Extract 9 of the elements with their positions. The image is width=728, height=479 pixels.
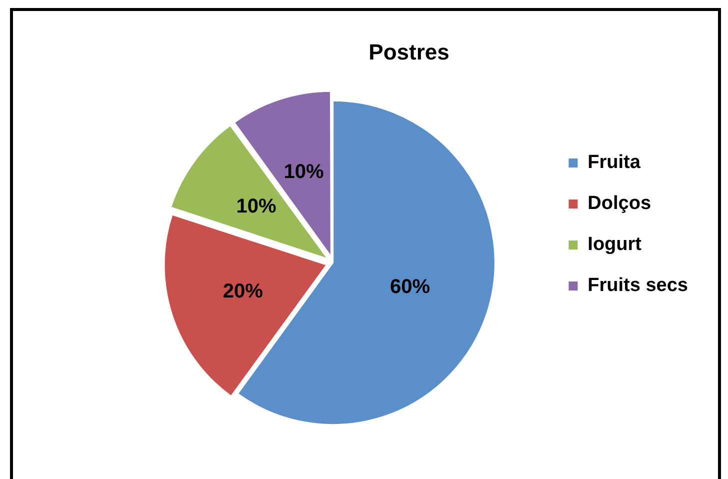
- data-label: 60%: [390, 276, 430, 298]
- data-label: 10%: [236, 195, 277, 218]
- legend-label: Dolços: [588, 193, 652, 214]
- data-label: 10%: [284, 160, 324, 183]
- chart-title: Postres: [368, 39, 450, 64]
- legend-label: Fruits secs: [588, 275, 688, 296]
- data-label: 20%: [222, 280, 264, 303]
- legend-label: Iogurt: [588, 234, 642, 256]
- legend-label: Fruita: [588, 152, 641, 174]
